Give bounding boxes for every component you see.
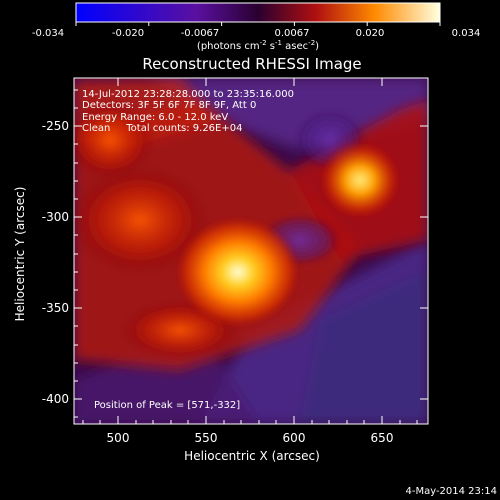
colorbar bbox=[75, 2, 441, 23]
colorbar-tick-label: -0.020 bbox=[112, 28, 144, 39]
annotation-energy-range: Energy Range: 6.0 - 12.0 keV bbox=[82, 112, 228, 123]
colorbar-tick-label: 0.020 bbox=[356, 28, 385, 39]
colorbar-unit: (photons cm-2 s-1 asec-2) bbox=[197, 39, 319, 52]
annotation-total-counts: Clean Total counts: 9.26E+04 bbox=[82, 123, 242, 134]
y-tick-label: -300 bbox=[42, 210, 69, 224]
x-axis-label: Heliocentric X (arcsec) bbox=[184, 449, 320, 463]
y-axis-ticks bbox=[74, 89, 428, 418]
colorbar-tick-label: -0.034 bbox=[32, 28, 64, 39]
colorbar-tick-label: 0.034 bbox=[452, 28, 481, 39]
annotation-peak-position: Position of Peak = [571,-332] bbox=[94, 400, 240, 411]
x-axis-ticks bbox=[82, 78, 418, 424]
y-tick-label: -400 bbox=[42, 392, 69, 406]
x-tick-label: 500 bbox=[107, 431, 130, 445]
x-tick-label: 650 bbox=[371, 431, 394, 445]
rhessi-image bbox=[74, 78, 428, 424]
timestamp: 4-May-2014 23:14 bbox=[405, 486, 497, 497]
colorbar-ticks bbox=[75, 22, 441, 26]
y-tick-label: -250 bbox=[42, 119, 69, 133]
plot-frame bbox=[73, 77, 429, 425]
colorbar-tick-label: -0.0067 bbox=[181, 28, 220, 39]
image-title: Reconstructed RHESSI Image bbox=[142, 55, 361, 73]
x-tick-label: 550 bbox=[195, 431, 218, 445]
annotation-time-range: 14-Jul-2012 23:28:28.000 to 23:35:16.000 bbox=[82, 89, 294, 100]
annotation-detectors: Detectors: 3F 5F 6F 7F 8F 9F, Att 0 bbox=[82, 100, 256, 111]
x-tick-label: 600 bbox=[283, 431, 306, 445]
y-axis-label: Heliocentric Y (arcsec) bbox=[13, 187, 27, 322]
y-tick-label: -350 bbox=[42, 301, 69, 315]
colorbar-tick-label: 0.0067 bbox=[275, 28, 310, 39]
